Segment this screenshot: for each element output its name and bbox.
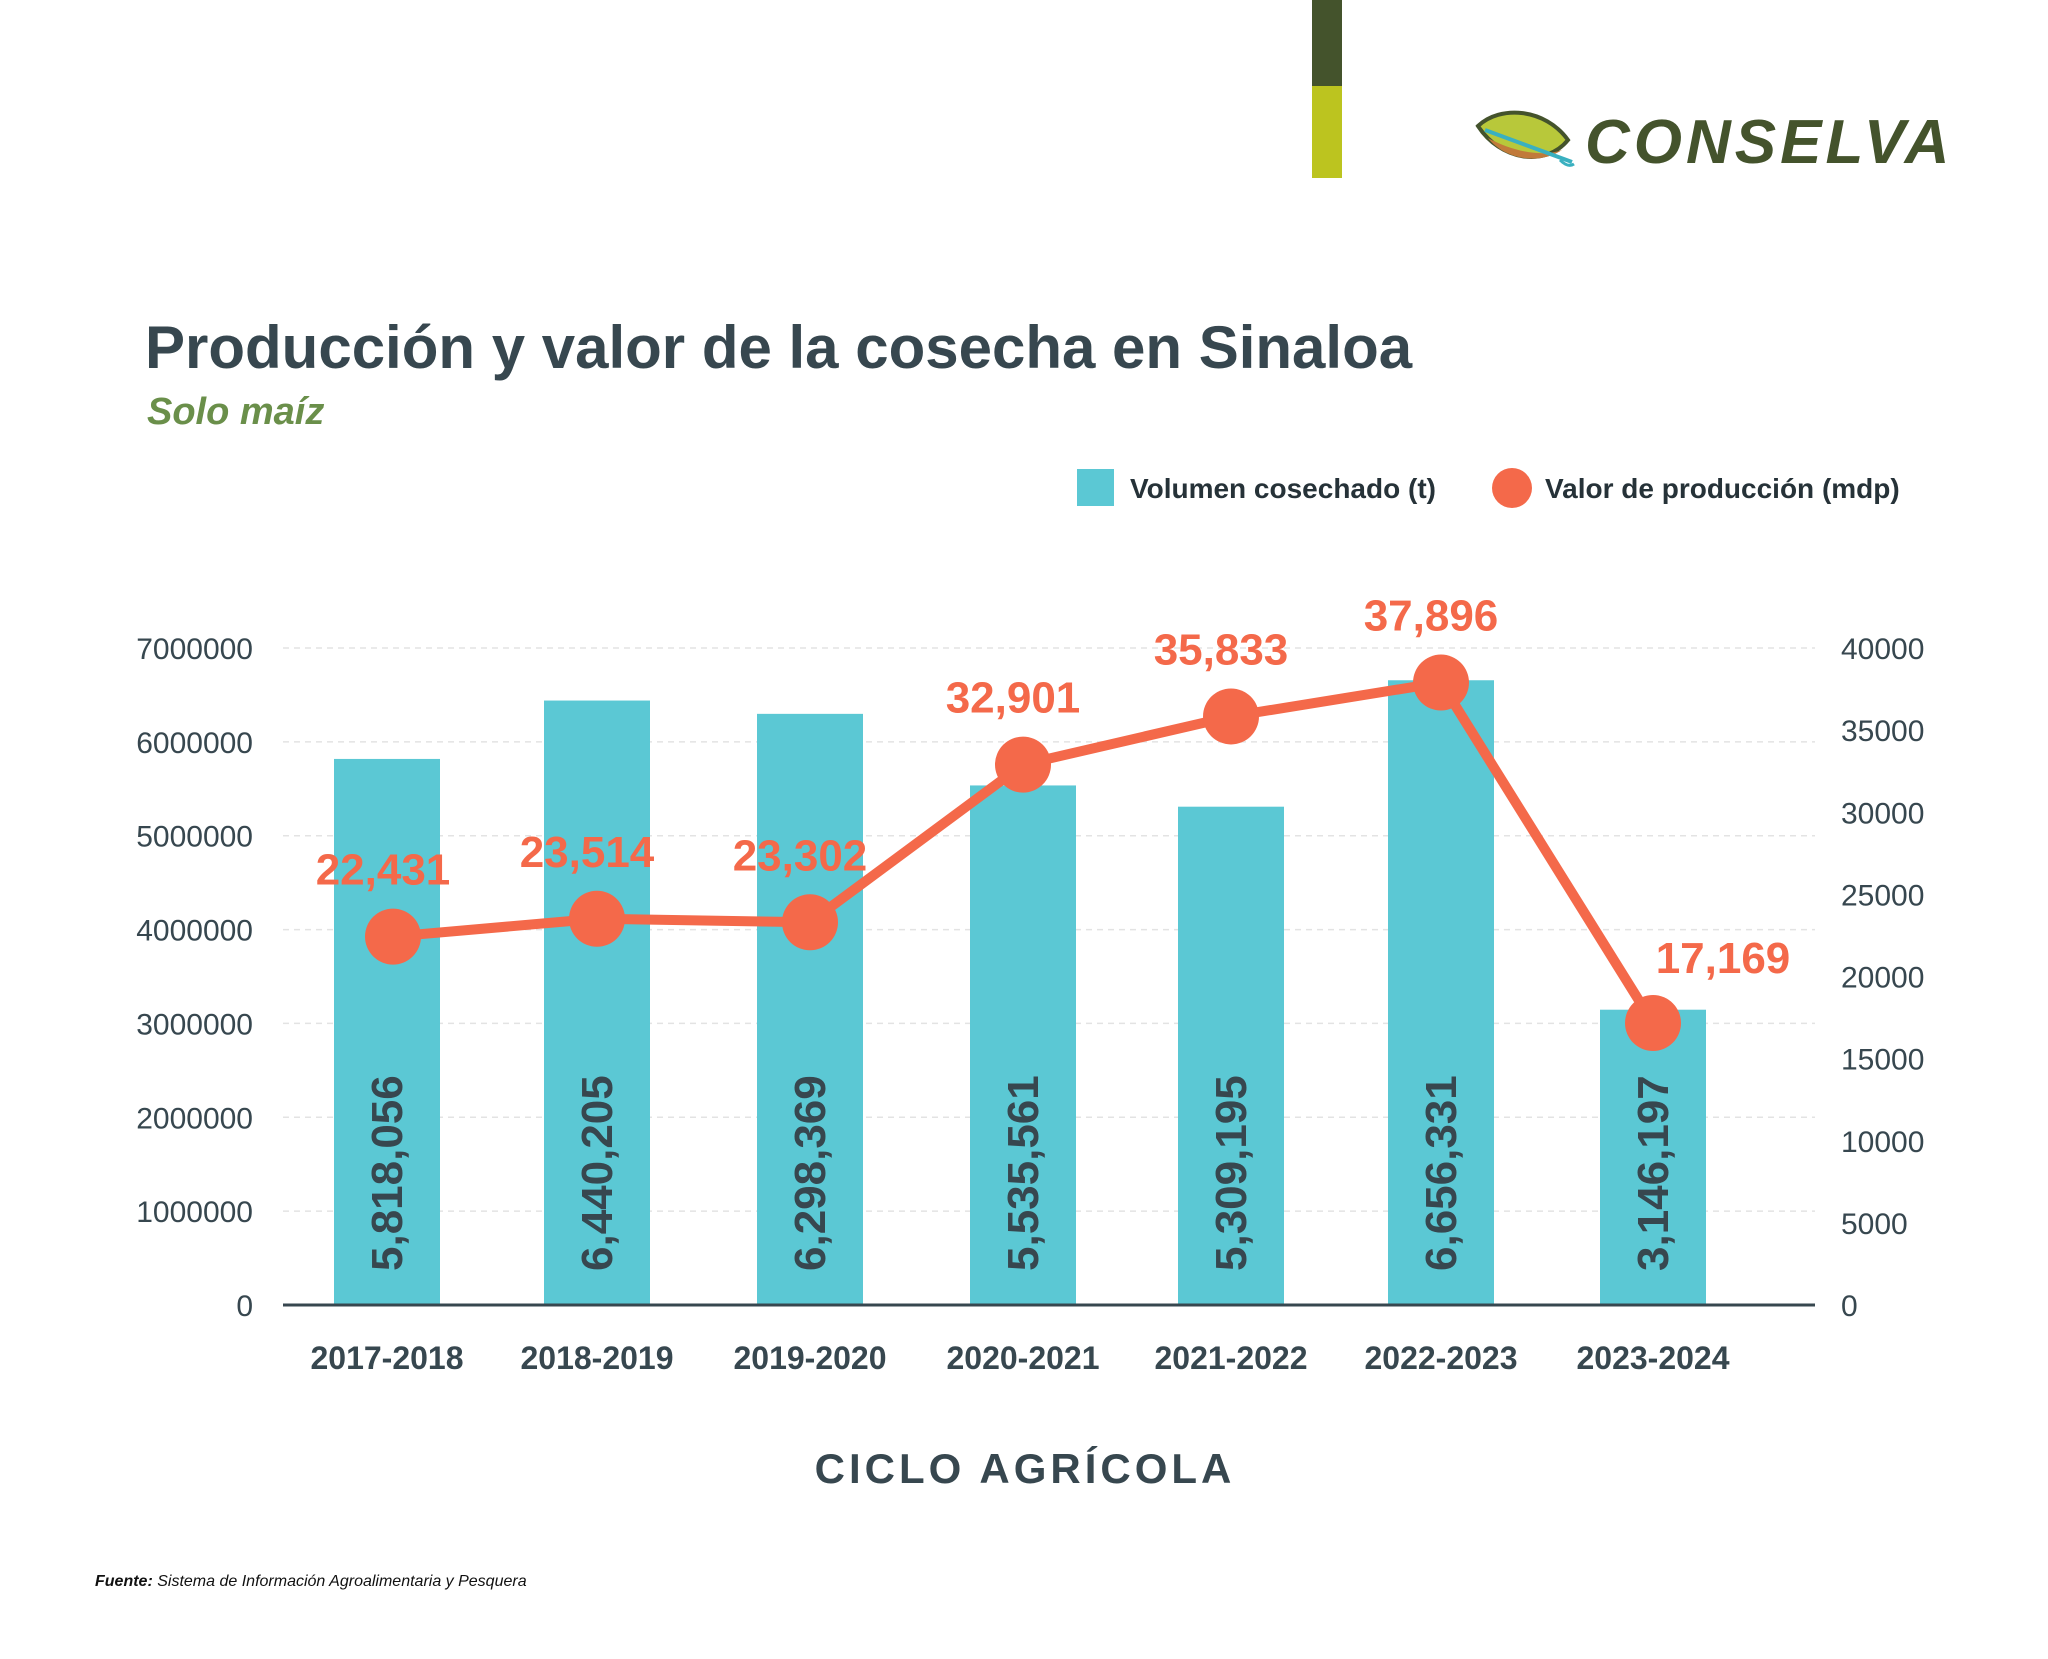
- line-value-label: 23,514: [520, 828, 655, 877]
- left-tick-label: 1000000: [136, 1196, 253, 1229]
- chart-subtitle: Solo maíz: [147, 391, 324, 433]
- legend-label-bar: Volumen cosechado (t): [1130, 473, 1436, 504]
- right-tick-label: 25000: [1841, 879, 1924, 912]
- line-point: [569, 890, 625, 947]
- bar: [1388, 680, 1494, 1305]
- chart-title: Producción y valor de la cosecha en Sina…: [145, 314, 1413, 381]
- bar: [544, 700, 650, 1305]
- x-tick-label: 2023-2024: [1576, 1340, 1729, 1376]
- legend-swatch-bar: [1077, 469, 1114, 506]
- left-tick-label: 4000000: [136, 915, 253, 948]
- right-tick-label: 20000: [1841, 962, 1924, 995]
- line-value-label: 23,302: [733, 831, 868, 880]
- left-tick-label: 3000000: [136, 1008, 253, 1041]
- right-tick-label: 15000: [1841, 1044, 1924, 1077]
- bar-value-label: 6,656,331: [1417, 1075, 1466, 1271]
- right-tick-label: 10000: [1841, 1126, 1924, 1159]
- bar: [757, 713, 863, 1305]
- left-tick-label: 2000000: [136, 1102, 253, 1135]
- brand-bar-lime: [1312, 86, 1342, 178]
- x-tick-label: 2018-2019: [520, 1340, 673, 1376]
- line-value-label: 17,169: [1656, 934, 1791, 983]
- line-point: [782, 894, 838, 951]
- bar-value-label: 6,298,369: [786, 1075, 835, 1271]
- left-tick-label: 5000000: [136, 821, 253, 854]
- line-value-label: 37,896: [1364, 592, 1499, 641]
- line-value-label: 35,833: [1154, 625, 1289, 674]
- x-axis-title: CICLO AGRÍCOLA: [815, 1445, 1236, 1492]
- brand-bar-dark: [1312, 0, 1342, 86]
- left-tick-label: 6000000: [136, 727, 253, 760]
- leaf-icon: [1475, 110, 1575, 167]
- line-point: [995, 736, 1051, 793]
- footer-text: Sistema de Información Agroalimentaria y…: [157, 1573, 526, 1590]
- line-point: [1413, 654, 1469, 711]
- footer-source: Fuente: Sistema de Información Agroalime…: [95, 1573, 527, 1590]
- legend-swatch-line: [1492, 468, 1532, 508]
- x-tick-label: 2019-2020: [733, 1340, 886, 1376]
- bar: [1600, 1009, 1706, 1305]
- right-tick-label: 40000: [1841, 633, 1924, 666]
- bar-value-label: 5,818,056: [363, 1075, 412, 1271]
- line-point: [1203, 688, 1259, 745]
- bar-value-label: 5,309,195: [1207, 1075, 1256, 1271]
- left-tick-label: 0: [236, 1290, 253, 1323]
- right-tick-label: 0: [1841, 1290, 1858, 1323]
- x-tick-label: 2021-2022: [1154, 1340, 1307, 1376]
- line-point: [1625, 994, 1681, 1051]
- legend-label-line: Valor de producción (mdp): [1545, 473, 1900, 504]
- right-tick-label: 5000: [1841, 1208, 1908, 1241]
- line-point: [365, 908, 421, 965]
- conselva-logo: CONSELVA: [1475, 108, 1953, 177]
- footer-label: Fuente:: [95, 1573, 153, 1590]
- right-tick-label: 35000: [1841, 715, 1924, 748]
- right-tick-label: 30000: [1841, 797, 1924, 830]
- bar: [334, 758, 440, 1305]
- left-tick-label: 7000000: [136, 633, 253, 666]
- bar-value-label: 5,535,561: [999, 1075, 1048, 1271]
- x-tick-label: 2020-2021: [946, 1340, 1099, 1376]
- line-value-label: 32,901: [946, 674, 1081, 723]
- bar-value-label: 6,440,205: [573, 1075, 622, 1271]
- bar: [970, 785, 1076, 1305]
- x-tick-label: 2017-2018: [310, 1340, 463, 1376]
- bar: [1178, 806, 1284, 1305]
- x-tick-label: 2022-2023: [1364, 1340, 1517, 1376]
- line-value-label: 22,431: [316, 846, 451, 895]
- legend: Volumen cosechado (t) Valor de producció…: [1077, 468, 1900, 508]
- brand-name: CONSELVA: [1585, 108, 1953, 177]
- bar-value-label: 3,146,197: [1629, 1075, 1678, 1271]
